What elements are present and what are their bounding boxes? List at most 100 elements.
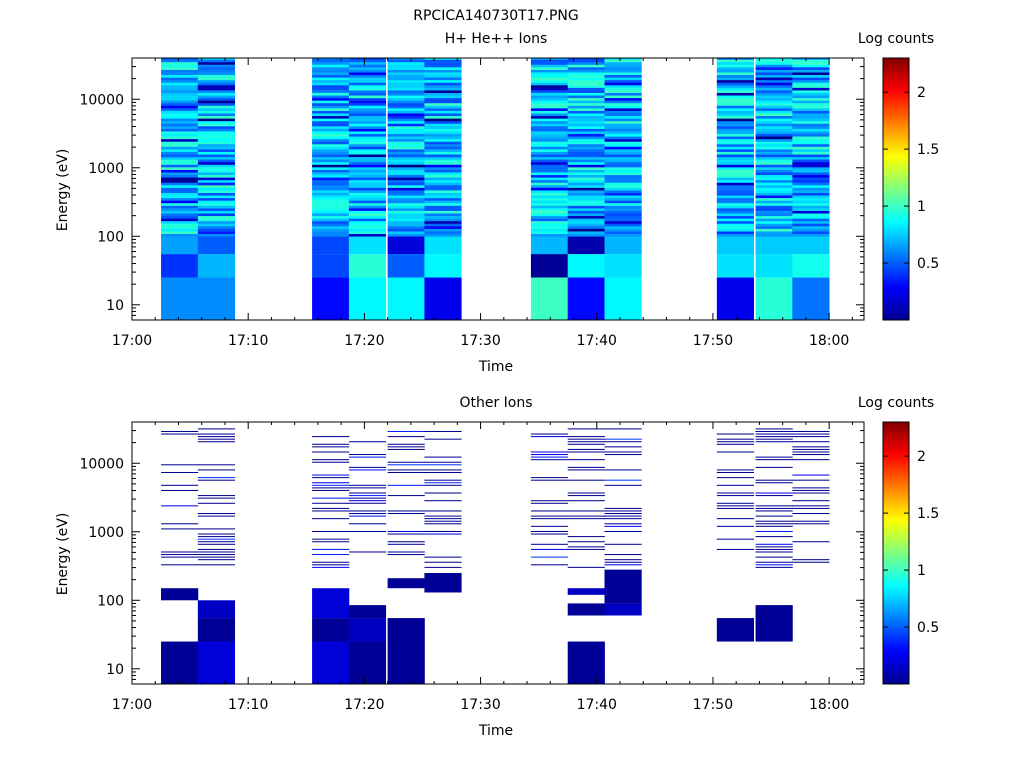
heatmap-cell <box>312 61 350 65</box>
heatmap-cell <box>424 456 462 458</box>
heatmap-cell <box>567 126 605 129</box>
heatmap-cell <box>348 205 387 209</box>
heatmap-cell <box>387 185 425 188</box>
heatmap-cell <box>716 220 755 224</box>
heatmap-cell <box>348 190 387 193</box>
heatmap-cell <box>312 77 350 81</box>
heatmap-cell <box>312 161 350 165</box>
heatmap-cell <box>567 436 605 438</box>
heatmap-cell <box>197 208 236 211</box>
heatmap-cell <box>755 185 793 188</box>
heatmap-cell <box>348 79 387 83</box>
heatmap-cell <box>567 233 605 237</box>
heatmap-cell <box>387 190 425 193</box>
heatmap-cell <box>716 90 755 93</box>
colorbar: 0.5 1 1.5 2 <box>882 57 939 321</box>
heatmap-cell <box>755 138 793 142</box>
heatmap-cell <box>567 205 605 209</box>
heatmap-cell <box>312 185 350 188</box>
heatmap-cell <box>755 495 793 497</box>
heatmap-cell <box>530 72 569 76</box>
heatmap-cell <box>604 200 642 204</box>
heatmap-cell <box>424 430 462 432</box>
heatmap-cell <box>755 136 793 140</box>
heatmap-cell <box>716 182 755 186</box>
heatmap-cell <box>530 143 569 147</box>
heatmap-cell <box>312 154 350 158</box>
heatmap-cell <box>387 72 425 76</box>
heatmap-cell <box>755 605 793 642</box>
heatmap-cell <box>387 530 425 532</box>
heatmap-cell <box>312 208 350 211</box>
heatmap-cell <box>604 223 642 227</box>
panel-title: Other Ions <box>459 395 532 411</box>
heatmap-cell <box>387 108 425 111</box>
heatmap-cell <box>348 154 387 158</box>
heatmap-cell <box>161 205 199 209</box>
heatmap-cell <box>716 177 755 181</box>
heatmap-cell <box>387 167 425 170</box>
heatmap-cell <box>567 74 605 78</box>
heatmap-cell <box>792 228 830 232</box>
heatmap-cell <box>161 233 199 237</box>
heatmap-cell <box>755 197 793 201</box>
heatmap-cell <box>567 200 605 204</box>
heatmap-cell <box>348 213 387 217</box>
heatmap-cell <box>348 492 387 494</box>
heatmap-cell <box>197 115 236 119</box>
heatmap-cell <box>567 210 605 214</box>
heatmap-cell <box>567 102 605 106</box>
heatmap-cell <box>424 154 462 158</box>
heatmap-cell <box>567 190 605 193</box>
heatmap-cell <box>348 143 387 147</box>
heatmap-cell <box>716 233 755 237</box>
heatmap-cell <box>716 77 755 81</box>
heatmap-cell <box>348 484 387 486</box>
heatmap-cell <box>530 456 569 458</box>
heatmap-cell <box>716 236 755 255</box>
heatmap-cell <box>567 479 605 481</box>
heatmap-cell <box>792 233 830 237</box>
heatmap-cell <box>604 469 642 471</box>
heatmap-cell <box>312 120 350 124</box>
heatmap-cell <box>197 79 236 83</box>
heatmap-cell <box>161 128 199 132</box>
heatmap-cell <box>604 525 642 527</box>
heatmap-cell <box>530 113 569 117</box>
heatmap-cell <box>312 215 350 219</box>
heatmap-cell <box>716 169 755 173</box>
heatmap-cell <box>197 105 236 109</box>
heatmap-cell <box>716 126 755 129</box>
heatmap-cell <box>161 146 199 150</box>
heatmap-cell <box>312 102 350 106</box>
heatmap-cell <box>387 233 425 237</box>
heatmap-cell <box>424 159 462 163</box>
heatmap-cell <box>792 479 830 481</box>
heatmap-cell <box>755 428 793 430</box>
heatmap-cell <box>792 151 830 155</box>
heatmap-cell <box>197 118 236 122</box>
heatmap-cell <box>792 64 830 68</box>
x-tick-label: 18:00 <box>809 333 849 349</box>
heatmap-cell <box>387 154 425 158</box>
heatmap-cell <box>424 84 462 88</box>
heatmap-cell <box>424 61 462 65</box>
heatmap-cell <box>792 441 830 443</box>
heatmap-cell <box>387 541 425 543</box>
heatmap-cell <box>387 105 425 109</box>
heatmap-cell <box>348 523 387 525</box>
heatmap-cell <box>604 236 642 255</box>
heatmap-cell <box>348 456 387 458</box>
heatmap-cell <box>567 146 605 150</box>
heatmap-cell <box>312 123 350 127</box>
heatmap-cell <box>161 218 199 222</box>
heatmap-cell <box>567 120 605 124</box>
colorbar-tick-label: 1.5 <box>917 506 939 522</box>
heatmap-cell <box>530 131 569 135</box>
heatmap-cell <box>604 484 642 486</box>
heatmap-cell <box>161 79 199 83</box>
heatmap-cell <box>604 428 642 430</box>
heatmap-cell <box>387 446 425 448</box>
heatmap-cell <box>716 502 755 504</box>
heatmap-cell <box>567 105 605 109</box>
